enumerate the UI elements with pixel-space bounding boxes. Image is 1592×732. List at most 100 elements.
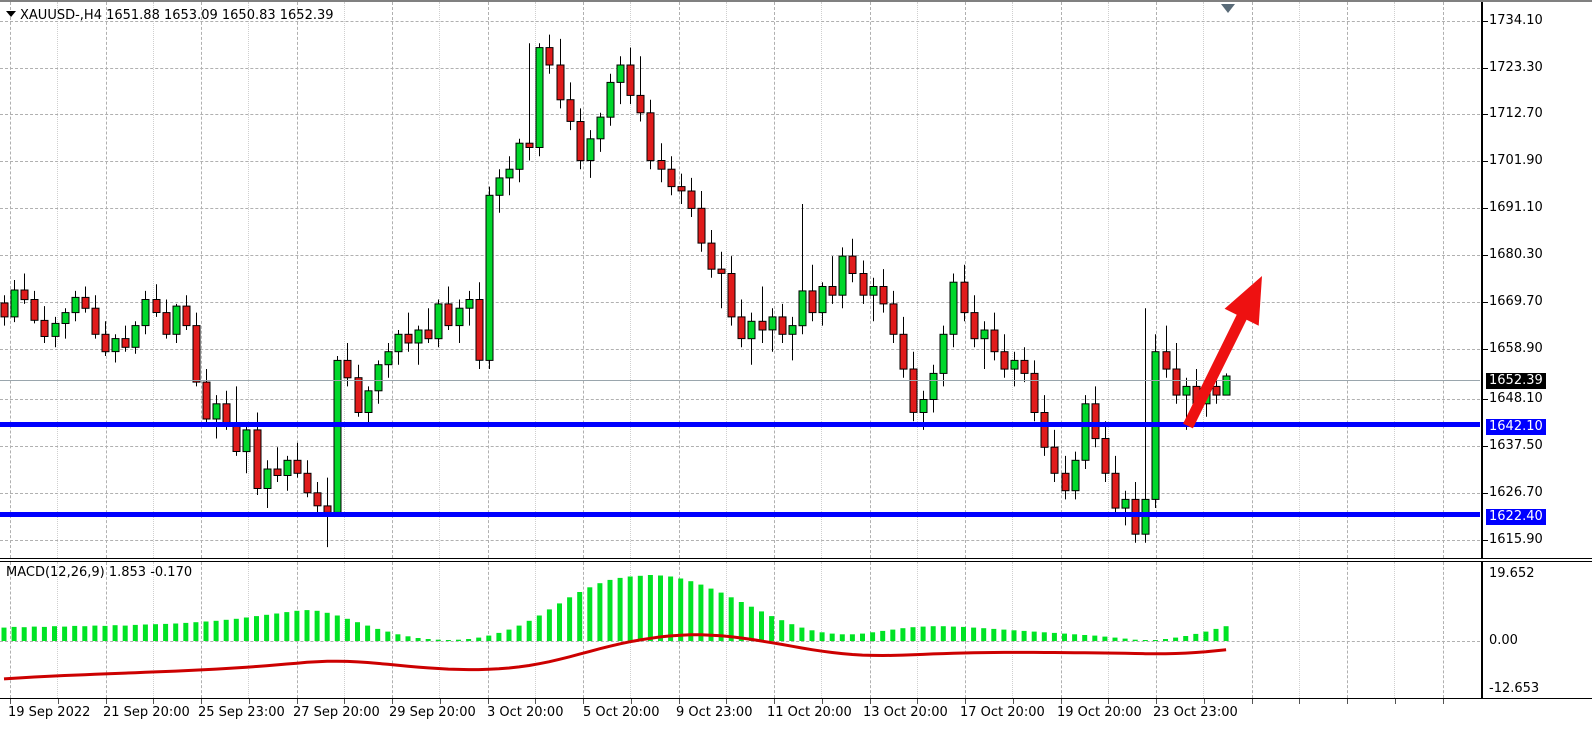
time-tick-label: 27 Sep 20:00 bbox=[293, 705, 380, 720]
price-axis-tick bbox=[1483, 21, 1488, 22]
price-gridline bbox=[0, 302, 1480, 303]
price-gridline bbox=[0, 161, 1480, 162]
time-tick-label: 19 Oct 20:00 bbox=[1057, 705, 1142, 720]
price-gridline bbox=[0, 208, 1480, 209]
time-tick-label: 5 Oct 20:00 bbox=[583, 705, 660, 720]
time-axis-separator bbox=[0, 698, 1592, 699]
time-axis-tick bbox=[487, 699, 489, 704]
price-axis-tick bbox=[1483, 493, 1488, 494]
time-axis-tick bbox=[201, 699, 202, 704]
time-axis-tick bbox=[678, 699, 680, 704]
time-axis[interactable]: 19 Sep 2022 21 Sep 20:00 25 Sep 23:00 27 Se… bbox=[0, 699, 1592, 732]
time-axis-tick bbox=[439, 699, 441, 704]
price-gridline bbox=[0, 255, 1480, 256]
resistance-level-line[interactable] bbox=[0, 422, 1480, 427]
time-tick-label: 29 Sep 20:00 bbox=[389, 705, 476, 720]
price-axis-tick bbox=[1483, 302, 1488, 303]
price-gridline bbox=[0, 446, 1480, 447]
time-axis-tick bbox=[344, 699, 346, 704]
time-axis-tick bbox=[535, 699, 537, 704]
price-tick-label: 1658.90 bbox=[1489, 341, 1543, 356]
level-price-label[interactable]: 1642.10 bbox=[1486, 419, 1546, 435]
macd-indicator-pane[interactable]: MACD(12,26,9) 1.853 -0.170 bbox=[0, 562, 1480, 698]
price-tick-label: 1691.10 bbox=[1489, 200, 1543, 215]
time-axis-tick bbox=[1108, 699, 1110, 704]
price-axis-tick bbox=[1483, 114, 1488, 115]
time-axis-tick bbox=[1060, 699, 1062, 704]
current-price-line bbox=[0, 380, 1480, 381]
price-axis-tick bbox=[1483, 208, 1488, 209]
support-level-line[interactable] bbox=[0, 512, 1480, 517]
price-gridline bbox=[0, 114, 1480, 115]
pane-separator-top bbox=[0, 558, 1592, 559]
time-axis-tick bbox=[869, 699, 871, 704]
price-tick-label: 1648.10 bbox=[1489, 391, 1543, 406]
time-axis-tick bbox=[10, 699, 11, 704]
price-chart-pane[interactable]: XAUUSD-,H4 1651.88 1653.09 1650.83 1652.… bbox=[0, 2, 1480, 558]
price-tick-label: 1680.30 bbox=[1489, 247, 1543, 262]
macd-tick-label: 19.652 bbox=[1489, 566, 1535, 581]
time-axis-tick bbox=[1442, 699, 1444, 704]
time-axis-tick bbox=[965, 699, 966, 704]
price-tick-label: 1637.50 bbox=[1489, 438, 1543, 453]
current-price-label[interactable]: 1652.39 bbox=[1486, 373, 1546, 389]
price-gridline bbox=[0, 21, 1480, 22]
price-gridline bbox=[0, 68, 1480, 69]
price-axis-tick bbox=[1483, 68, 1488, 69]
time-axis-tick bbox=[153, 699, 155, 704]
time-tick-label: 9 Oct 23:00 bbox=[676, 705, 753, 720]
price-axis-tick bbox=[1483, 540, 1488, 541]
time-axis-tick bbox=[821, 699, 823, 704]
pane-separator-bottom bbox=[0, 561, 1592, 562]
time-axis-tick bbox=[583, 699, 584, 704]
time-axis-tick bbox=[1394, 699, 1396, 704]
time-axis-tick bbox=[248, 699, 250, 704]
time-tick-label: 25 Sep 23:00 bbox=[198, 705, 285, 720]
time-axis-tick bbox=[1012, 699, 1014, 704]
macd-indicator-label: MACD(12,26,9) 1.853 -0.170 bbox=[6, 565, 193, 580]
bullish-arrow-annotation[interactable] bbox=[0, 2, 1480, 558]
time-tick-label: 23 Oct 23:00 bbox=[1153, 705, 1238, 720]
time-axis-tick bbox=[917, 699, 919, 704]
price-tick-label: 1723.30 bbox=[1489, 60, 1543, 75]
price-axis-tick bbox=[1483, 161, 1488, 162]
time-axis-tick bbox=[726, 699, 728, 704]
price-gridline bbox=[0, 493, 1480, 494]
time-tick-label: 13 Oct 20:00 bbox=[863, 705, 948, 720]
time-tick-label: 19 Sep 2022 bbox=[8, 705, 91, 720]
time-axis-tick bbox=[57, 699, 59, 704]
macd-axis[interactable]: 19.652 0.00 -12.653 bbox=[1481, 562, 1592, 698]
price-tick-label: 1712.70 bbox=[1489, 106, 1543, 121]
price-tick-label: 1626.70 bbox=[1489, 485, 1543, 500]
time-tick-label: 11 Oct 20:00 bbox=[767, 705, 852, 720]
macd-tick-label: -12.653 bbox=[1489, 681, 1540, 696]
macd-tick-label: 0.00 bbox=[1489, 633, 1518, 648]
price-tick-label: 1734.10 bbox=[1489, 13, 1543, 28]
chart-symbol-text: XAUUSD-,H4 1651.88 1653.09 1650.83 1652.… bbox=[20, 8, 334, 23]
triangle-down-marker-icon bbox=[1221, 4, 1235, 13]
time-axis-tick bbox=[774, 699, 775, 704]
time-axis-tick bbox=[1299, 699, 1301, 704]
time-tick-label: 3 Oct 20:00 bbox=[487, 705, 564, 720]
macd-zero-line bbox=[0, 641, 1480, 642]
time-axis-tick bbox=[630, 699, 632, 704]
time-axis-tick bbox=[1251, 699, 1253, 704]
time-tick-label: 17 Oct 20:00 bbox=[960, 705, 1045, 720]
time-axis-tick bbox=[296, 699, 298, 704]
price-axis-tick bbox=[1483, 446, 1488, 447]
time-tick-label: 21 Sep 20:00 bbox=[103, 705, 190, 720]
price-axis-tick bbox=[1483, 349, 1488, 350]
time-axis-tick bbox=[1156, 699, 1157, 704]
time-axis-tick bbox=[105, 699, 107, 704]
price-axis-tick bbox=[1483, 255, 1488, 256]
time-axis-tick bbox=[1347, 699, 1348, 704]
price-axis[interactable]: 1734.10 1723.30 1712.70 1701.90 1691.10 1680.… bbox=[1481, 2, 1592, 558]
macd-histogram-layer bbox=[1, 575, 1229, 681]
chevron-down-icon[interactable] bbox=[6, 11, 16, 17]
level-price-label[interactable]: 1622.40 bbox=[1486, 509, 1546, 525]
price-tick-label: 1615.90 bbox=[1489, 532, 1543, 547]
price-gridline bbox=[0, 540, 1480, 541]
price-tick-label: 1701.90 bbox=[1489, 153, 1543, 168]
price-tick-label: 1669.70 bbox=[1489, 294, 1543, 309]
